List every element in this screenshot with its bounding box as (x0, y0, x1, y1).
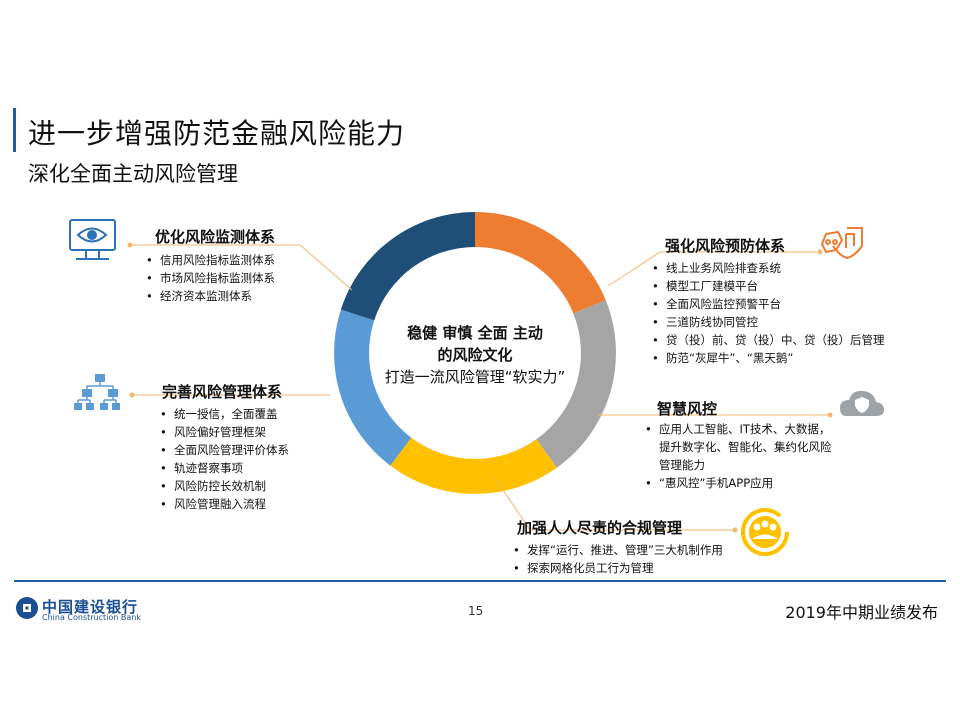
monitor-eye-icon (69, 219, 116, 260)
list-monitoring: 信用风险指标监测体系 市场风险指标监测体系 经济资本监测体系 (146, 251, 275, 305)
list-item: 三道防线协同管控 (652, 313, 885, 331)
logo-english-name: China Construction Bank (42, 613, 141, 622)
list-item: 贷（投）前、贷（投）中、贷（投）后管理 (652, 331, 885, 349)
list-item: 应用人工智能、IT技术、大数据，提升数字化、智能化、集约化风险管理能力 (645, 420, 835, 474)
footer-divider (14, 580, 946, 582)
ring-center-text: 稳健 审慎 全面 主动 的风险文化 打造一流风险管理“软实力” (355, 322, 595, 388)
connector-dot-smart (827, 412, 833, 418)
heading-compliance: 加强人人尽责的合规管理 (517, 519, 683, 537)
list-item: 模型工厂建模平台 (652, 277, 885, 295)
list-item: 风险防控长效机制 (160, 477, 289, 495)
ring-segment-light-blue (334, 309, 412, 466)
event-title: 2019年中期业绩发布 (785, 603, 938, 622)
connector-dot-monitoring (127, 242, 133, 248)
page-number: 15 (468, 604, 484, 618)
ring-segment-yellow (390, 437, 557, 494)
list-item: 全面风险监控预警平台 (652, 295, 885, 313)
connector-dot-prevention (817, 249, 823, 255)
ccb-logo-mark (16, 597, 38, 619)
list-item: 防范“灰犀牛”、“黑天鹅” (652, 349, 885, 367)
list-item: 探索网格化员工行为管理 (513, 559, 723, 577)
cloud-shield-icon (840, 390, 884, 416)
connector-dot-management (129, 392, 135, 398)
list-item: 统一授信，全面覆盖 (160, 405, 289, 423)
list-smart: 应用人工智能、IT技术、大数据，提升数字化、智能化、集约化风险管理能力 “惠风控… (645, 420, 835, 492)
center-line-3: 打造一流风险管理“软实力” (384, 368, 566, 386)
list-item: 市场风险指标监测体系 (146, 269, 275, 287)
list-item: 风险管理融入流程 (160, 495, 289, 513)
list-item: 经济资本监测体系 (146, 287, 275, 305)
ring-segment-orange (475, 211, 606, 314)
ring-segment-dark-blue (340, 212, 475, 321)
heading-smart: 智慧风控 (657, 400, 718, 418)
risk-culture-ring (334, 211, 616, 494)
connector-lines (127, 242, 833, 533)
list-item: 线上业务风险排查系统 (652, 259, 885, 277)
connector-prevention (607, 251, 820, 287)
page-title: 进一步增强防范金融风险能力 (28, 117, 406, 150)
hierarchy-icon (74, 374, 120, 410)
title-accent-bar (13, 108, 16, 152)
heading-prevention: 强化风险预防体系 (665, 237, 786, 255)
list-item: “惠风控”手机APP应用 (645, 474, 835, 492)
connector-monitoring (130, 244, 353, 291)
list-management: 统一授信，全面覆盖 风险偏好管理框架 全面风险管理评价体系 轨迹督察事项 风险防… (160, 405, 289, 513)
team-circle-icon (741, 508, 789, 556)
logo-chinese-name: 中国建设银行 (42, 598, 139, 616)
list-item: 信用风险指标监测体系 (146, 251, 275, 269)
center-line-1: 稳健 审慎 全面 主动 (407, 324, 543, 342)
list-item: 发挥“运行、推进、管理”三大机制作用 (513, 541, 723, 559)
connector-dot-compliance (732, 527, 738, 533)
list-item: 全面风险管理评价体系 (160, 441, 289, 459)
heading-monitoring: 优化风险监测体系 (155, 228, 276, 246)
connector-compliance (494, 477, 735, 531)
shield-hand-icon (820, 227, 863, 260)
list-prevention: 线上业务风险排查系统 模型工厂建模平台 全面风险监控预警平台 三道防线协同管控 … (652, 259, 885, 367)
list-item: 风险偏好管理框架 (160, 423, 289, 441)
ring-segment-gray (536, 300, 616, 468)
list-item: 轨迹督察事项 (160, 459, 289, 477)
list-compliance: 发挥“运行、推进、管理”三大机制作用 探索网格化员工行为管理 (513, 541, 723, 577)
page-subtitle: 深化全面主动风险管理 (28, 162, 238, 186)
heading-management: 完善风险管理体系 (162, 383, 283, 401)
center-line-2: 的风险文化 (437, 346, 513, 364)
